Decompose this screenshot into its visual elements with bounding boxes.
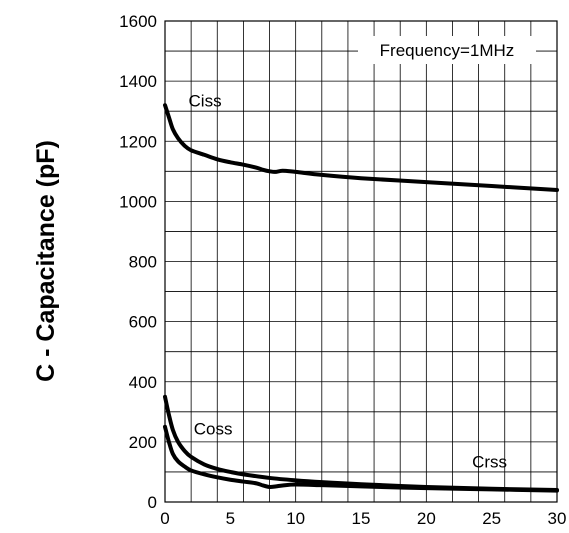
x-tick-label: 10 — [286, 509, 305, 528]
annotation-background — [358, 36, 536, 64]
frequency-annotation: Frequency=1MHz — [380, 41, 515, 60]
x-tick-label: 25 — [482, 509, 501, 528]
series-label-crss: Crss — [472, 452, 507, 471]
x-tick-label: 0 — [160, 509, 169, 528]
y-tick-label: 800 — [129, 253, 157, 272]
y-tick-label: 400 — [129, 373, 157, 392]
plot-frame — [164, 20, 558, 503]
series-line-crss — [163, 424, 559, 493]
series-label-ciss: Ciss — [189, 92, 222, 111]
series-label-coss: Coss — [194, 419, 233, 438]
x-tick-label: 15 — [352, 509, 371, 528]
y-tick-label: 1200 — [119, 132, 157, 151]
x-tick-label: 30 — [548, 509, 567, 528]
y-tick-label: 1000 — [119, 192, 157, 211]
y-tick-labels: 0 200 400 600 800 1000 1200 1400 1600 — [119, 12, 157, 512]
x-tick-label: 5 — [226, 509, 235, 528]
y-tick-label: 200 — [129, 433, 157, 452]
y-tick-label: 0 — [148, 493, 157, 512]
series-labels: Ciss Coss Crss — [189, 92, 507, 472]
series-line-ciss — [163, 103, 559, 192]
y-tick-label: 600 — [129, 313, 157, 332]
y-tick-label: 1400 — [119, 72, 157, 91]
series-curves — [163, 103, 559, 493]
x-tick-labels: 0 5 10 15 20 25 30 — [160, 509, 566, 528]
y-axis-label: C - Capacitance (pF) — [32, 140, 60, 382]
x-tick-label: 20 — [417, 509, 436, 528]
y-tick-label: 1600 — [119, 12, 157, 31]
series-line-coss — [163, 394, 559, 492]
